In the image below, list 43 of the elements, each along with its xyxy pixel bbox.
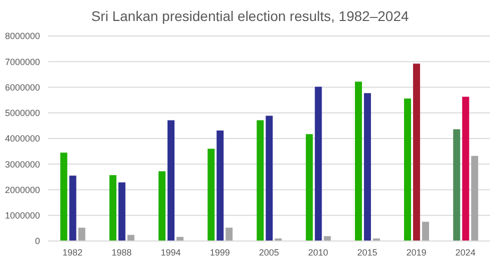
y-tick-label: 0 (34, 236, 40, 246)
x-tick-label: 1999 (210, 247, 230, 258)
x-tick-label: 2005 (258, 247, 280, 258)
bar (60, 152, 68, 241)
bar (127, 234, 134, 241)
chart-title: Sri Lankan presidential election results, 1982–2024 (90, 7, 410, 26)
bar (118, 182, 126, 241)
bar (226, 228, 233, 241)
bar (266, 116, 273, 241)
x-tick-label: 1994 (160, 247, 181, 258)
bar (422, 222, 430, 241)
y-tick-label: 8000000 (4, 31, 40, 42)
bar (453, 129, 460, 241)
x-tick-label: 2024 (455, 247, 476, 258)
bar (78, 228, 86, 241)
bar (256, 120, 264, 241)
bar (69, 176, 76, 241)
y-tick-label: 6000000 (4, 82, 40, 92)
bar (208, 148, 215, 241)
y-tick-label: 2000000 (4, 184, 40, 195)
x-tick-label: 1982 (62, 247, 83, 258)
bar (158, 171, 166, 241)
bar (216, 130, 224, 241)
bar (413, 64, 420, 241)
bar (168, 120, 174, 241)
y-tick-label: 7000000 (4, 56, 40, 67)
bar (324, 236, 331, 241)
bar (462, 96, 470, 241)
bar (364, 93, 371, 241)
x-tick-label: 1988 (112, 247, 132, 258)
y-tick-label: 1000000 (4, 210, 40, 221)
bar (404, 98, 412, 241)
x-tick-label: 2019 (406, 247, 426, 258)
y-tick-label: 3000000 (4, 159, 40, 170)
bar (471, 156, 478, 241)
bar (306, 134, 313, 241)
bar (354, 82, 362, 241)
x-tick-label: 2015 (357, 247, 378, 258)
y-tick-label: 5000000 (4, 108, 40, 118)
bar (314, 86, 322, 241)
x-tick-label: 2010 (308, 247, 328, 258)
y-tick-label: 4000000 (4, 134, 40, 144)
bar (109, 175, 116, 241)
